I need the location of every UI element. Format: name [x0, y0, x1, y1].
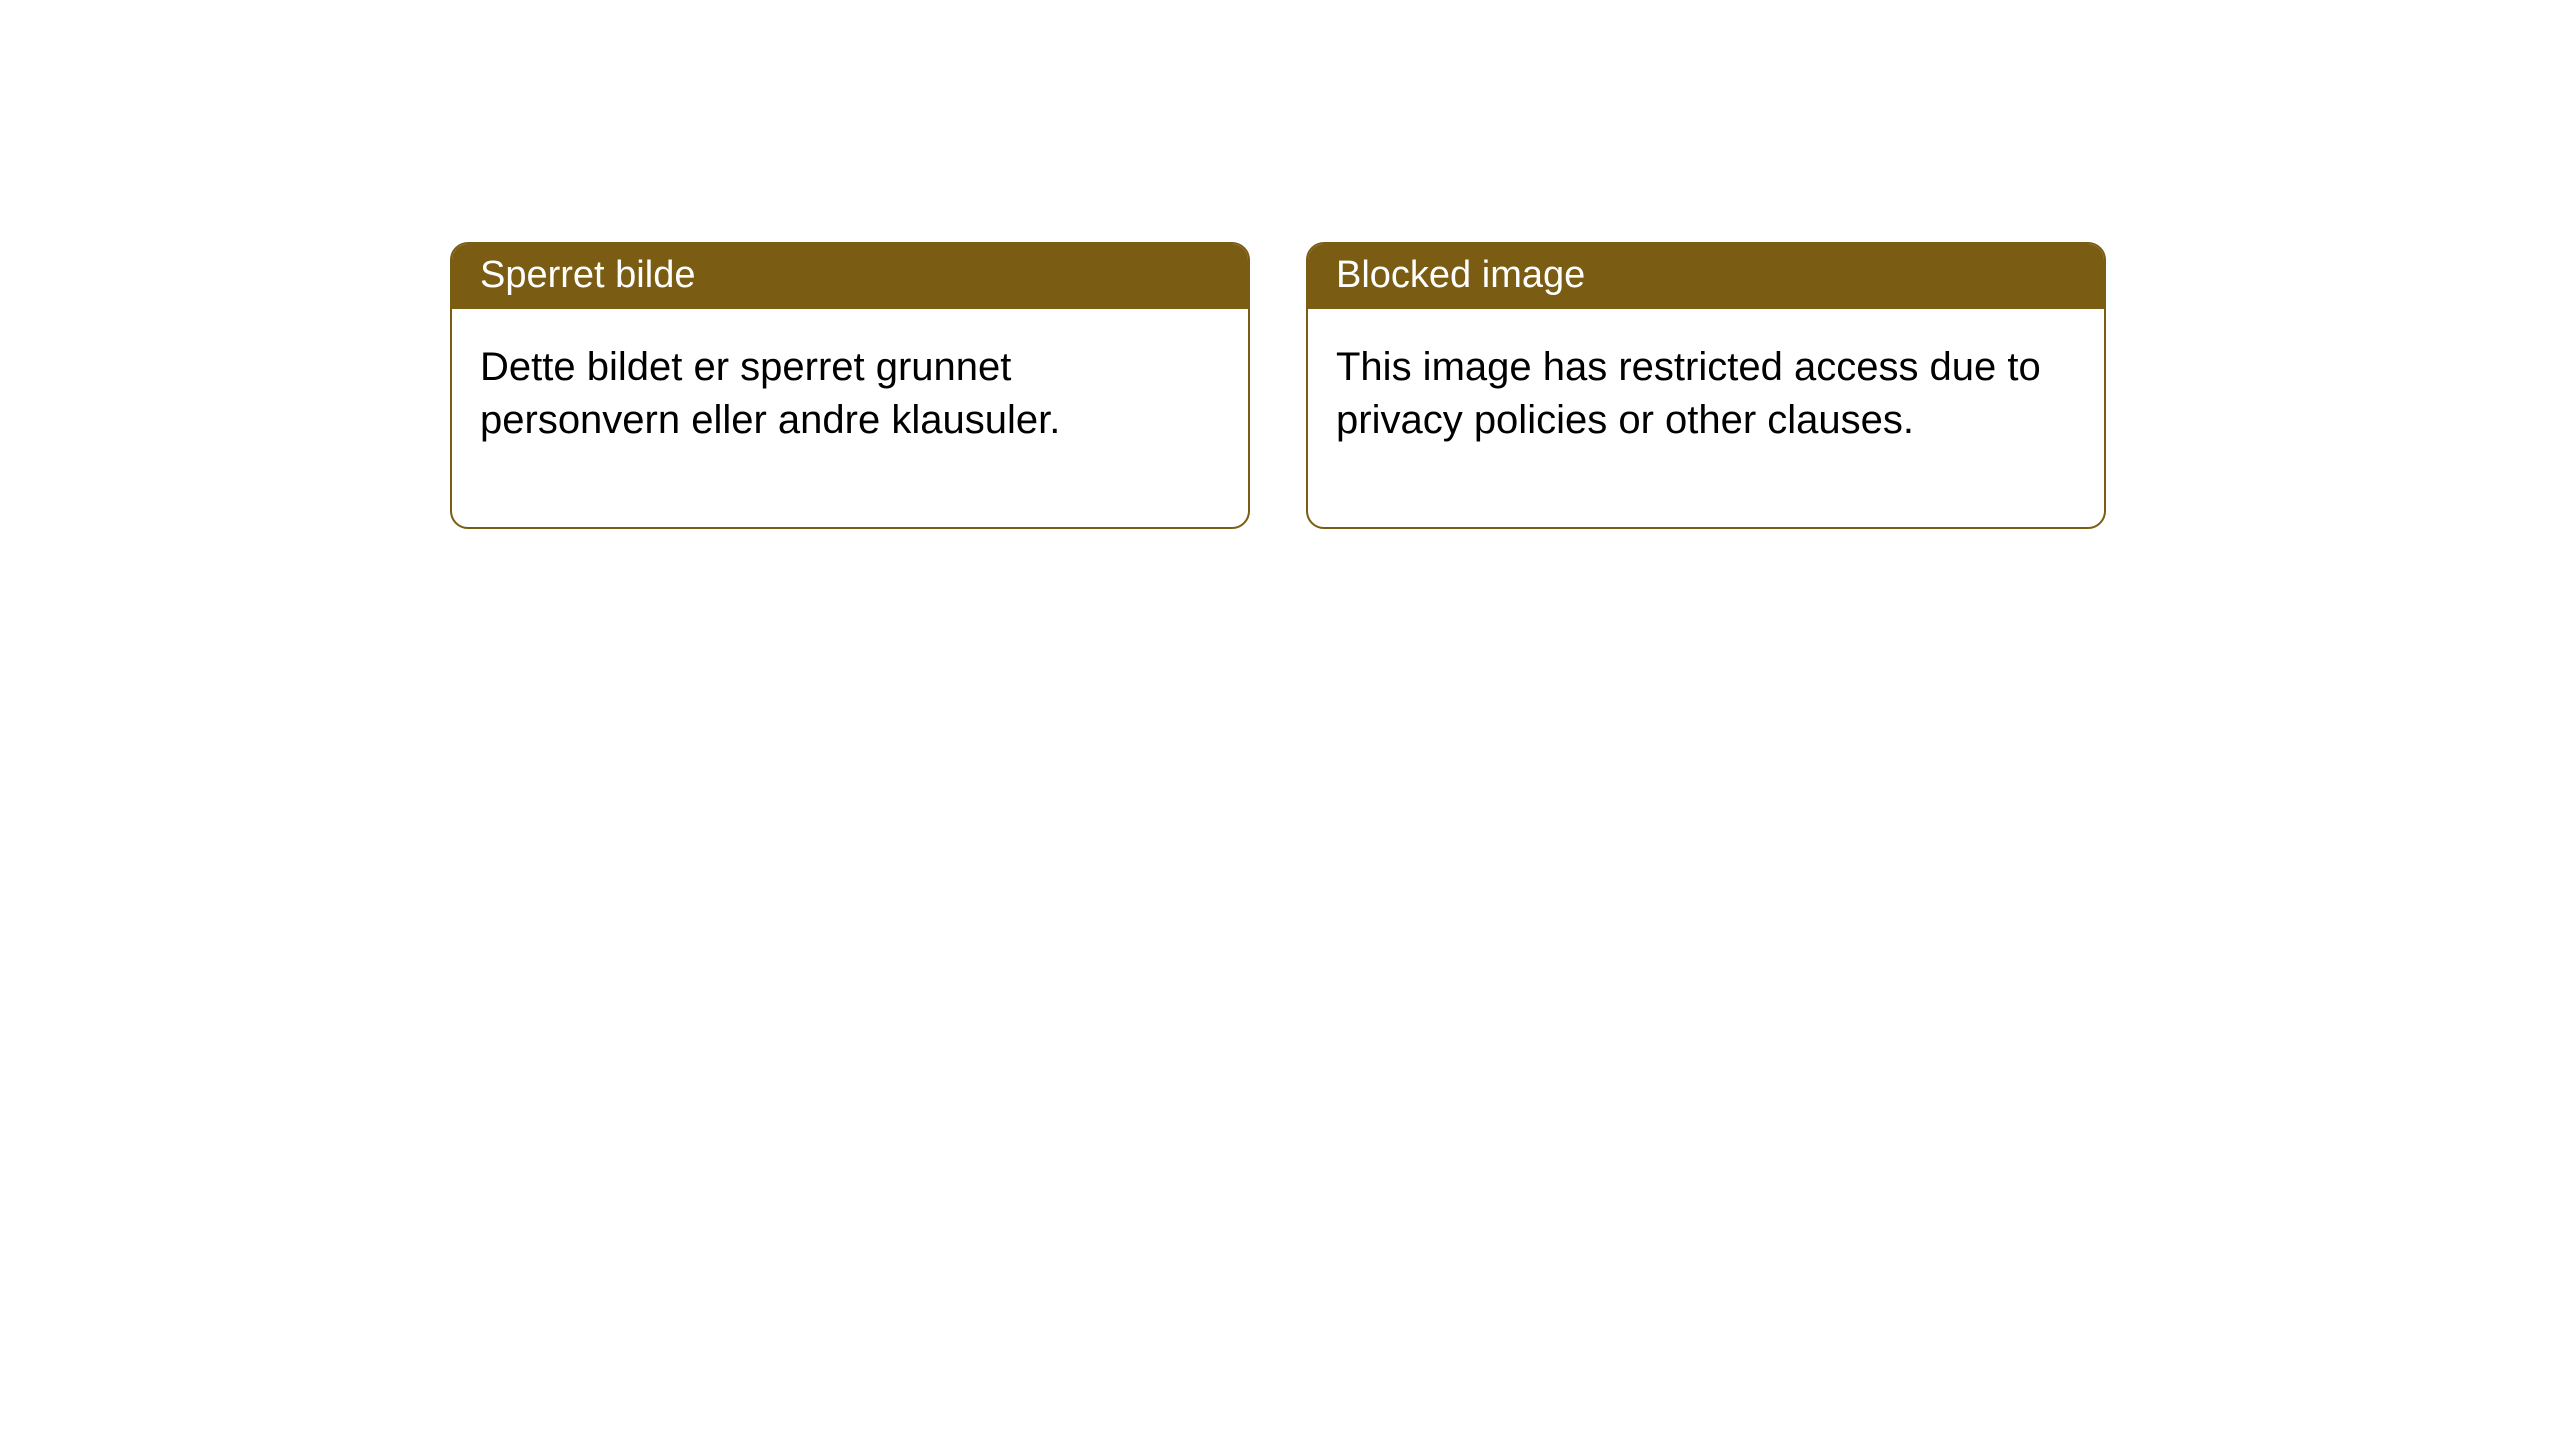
card-body: This image has restricted access due to …	[1308, 309, 2104, 527]
blocked-image-card-no: Sperret bilde Dette bildet er sperret gr…	[450, 242, 1250, 529]
notice-cards-row: Sperret bilde Dette bildet er sperret gr…	[450, 242, 2106, 529]
card-header: Blocked image	[1308, 244, 2104, 309]
card-body: Dette bildet er sperret grunnet personve…	[452, 309, 1248, 527]
card-header: Sperret bilde	[452, 244, 1248, 309]
blocked-image-card-en: Blocked image This image has restricted …	[1306, 242, 2106, 529]
